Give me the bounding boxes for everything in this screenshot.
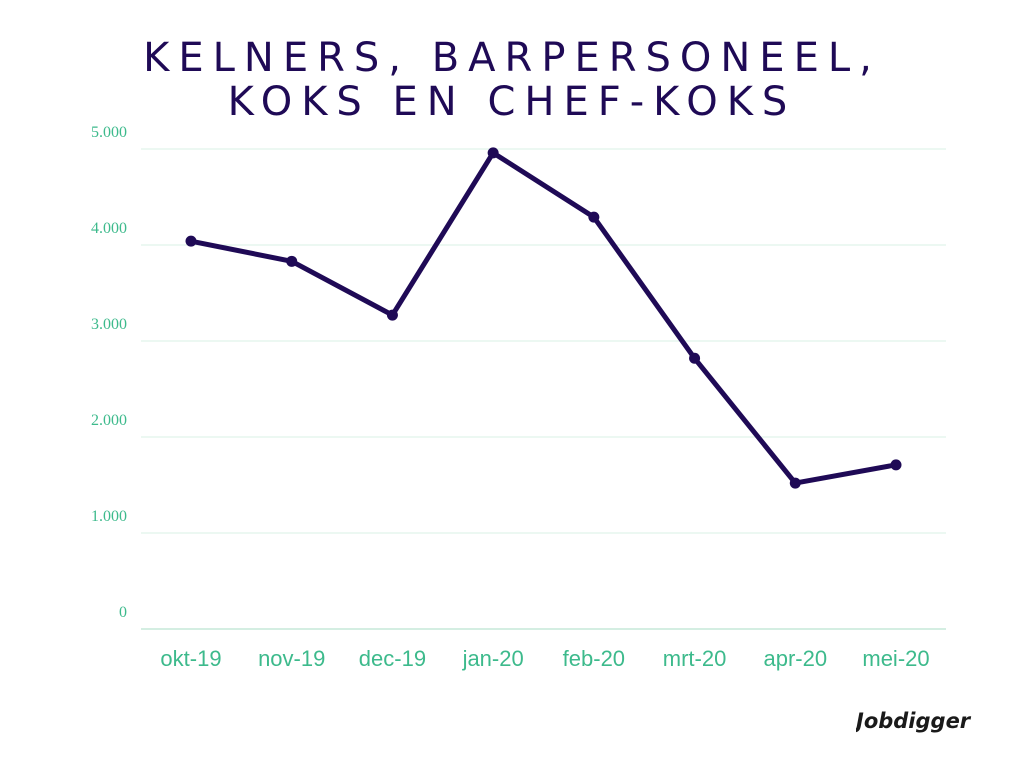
x-tick-label: apr-20 — [763, 646, 827, 671]
y-tick-label: 1.000 — [91, 508, 127, 525]
x-tick-label: mrt-20 — [663, 646, 727, 671]
x-tick-label: feb-20 — [563, 646, 625, 671]
chart-title-line-1: KELNERS, BARPERSONEEL, — [143, 35, 881, 81]
chart-title: KELNERS, BARPERSONEEL, KOKS EN CHEF-KOKS — [0, 36, 1024, 124]
data-point — [689, 352, 701, 364]
y-tick-label: 2.000 — [91, 412, 127, 429]
y-tick-label: 0 — [119, 604, 127, 621]
x-tick-label: okt-19 — [160, 646, 221, 671]
jobdigger-logo: Jobdigger — [852, 706, 996, 740]
y-tick-label: 3.000 — [91, 316, 127, 333]
y-tick-label: 4.000 — [91, 220, 127, 237]
data-point — [789, 477, 801, 489]
jobdigger-logo-mark: Jobdigger — [852, 709, 972, 733]
x-tick-label: dec-19 — [359, 646, 426, 671]
data-point — [487, 147, 499, 159]
x-tick-label: jan-20 — [462, 646, 524, 671]
chart-title-line-2: KOKS EN CHEF-KOKS — [227, 79, 797, 125]
data-point — [588, 211, 600, 223]
series-line — [188, 150, 899, 486]
data-point — [286, 255, 298, 267]
x-tick-label: nov-19 — [258, 646, 325, 671]
logo-wordmark: Jobdigger — [856, 709, 972, 733]
data-point — [890, 459, 902, 471]
y-tick-label: 5.000 — [91, 124, 127, 141]
data-point — [386, 309, 398, 321]
data-point — [185, 235, 197, 247]
x-tick-label: mei-20 — [862, 646, 929, 671]
